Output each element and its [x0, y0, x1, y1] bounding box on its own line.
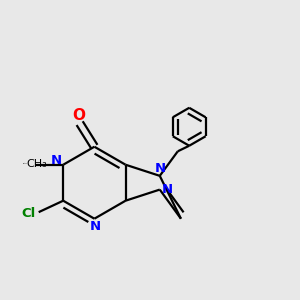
Text: N: N — [90, 220, 101, 233]
Text: N: N — [155, 162, 166, 175]
Text: CH₃: CH₃ — [26, 159, 47, 169]
Text: N: N — [50, 154, 62, 167]
Text: methyl: methyl — [23, 163, 28, 164]
Text: Cl: Cl — [21, 207, 35, 220]
Text: O: O — [73, 109, 85, 124]
Text: N: N — [161, 183, 172, 196]
